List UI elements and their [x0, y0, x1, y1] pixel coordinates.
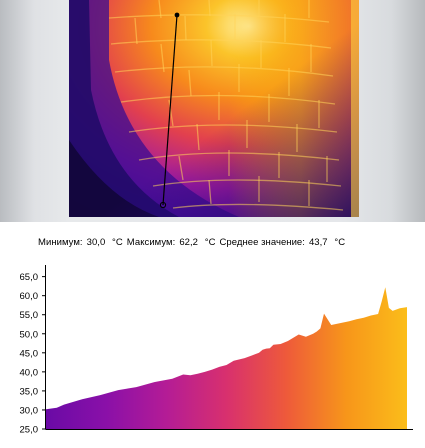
- y-tick-label: 60,0: [20, 291, 39, 302]
- avg-value: 43,7: [308, 237, 328, 248]
- y-tick-label: 30,0: [20, 405, 39, 416]
- y-tick-label: 55,0: [20, 310, 39, 321]
- avg-unit: °C: [334, 237, 346, 248]
- thermal-image[interactable]: [69, 0, 359, 217]
- y-tick-label: 50,0: [20, 329, 39, 340]
- y-tick-label: 65,0: [20, 272, 39, 283]
- y-tick-label: 45,0: [20, 348, 39, 359]
- measure-line[interactable]: [162, 14, 178, 206]
- max-label: Максимум:: [126, 237, 176, 248]
- measure-start-handle[interactable]: [174, 12, 180, 18]
- min-value: 30,0: [86, 237, 106, 248]
- thermal-image-viewer: [0, 0, 425, 222]
- y-tick-label: 40,0: [20, 367, 39, 378]
- temperature-area: [46, 287, 407, 429]
- y-tick-label: 35,0: [20, 386, 39, 397]
- max-value: 62,2: [179, 237, 199, 248]
- max-unit: °C: [204, 237, 216, 248]
- avg-label: Среднее значение:: [219, 237, 305, 248]
- min-unit: °C: [112, 237, 123, 248]
- temperature-profile-chart: 65,0 60,0 55,0 50,0 45,0 40,0 35,0 30,0 25,0: [0, 258, 425, 448]
- y-tick-label: 25,0: [20, 425, 39, 436]
- statistics-line: Минимум: 30,0 °C Максимум: 62,2 °C Среднее з…: [38, 237, 349, 248]
- measure-end-handle[interactable]: [159, 201, 167, 209]
- min-label: Минимум:: [38, 237, 83, 248]
